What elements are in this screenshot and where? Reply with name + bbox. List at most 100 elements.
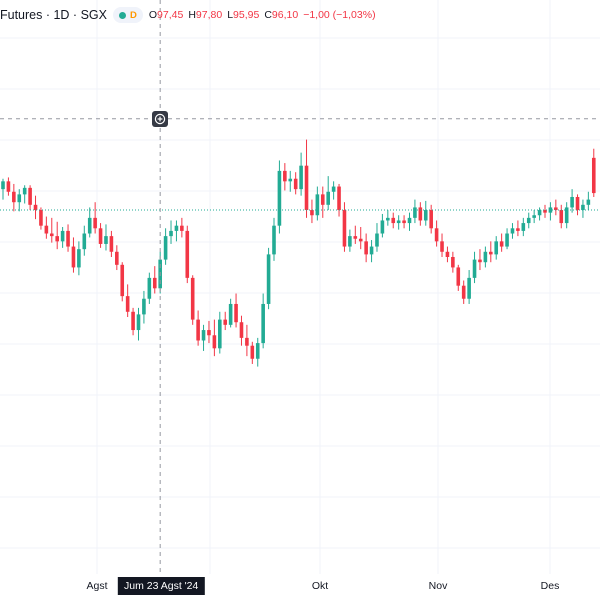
candle xyxy=(521,217,526,237)
crosshair-date-label: Jum 23 Agst '24 xyxy=(117,577,205,595)
candle-body xyxy=(261,303,265,344)
candle xyxy=(364,233,368,263)
candle xyxy=(125,284,130,318)
candle xyxy=(136,307,141,341)
candle-body xyxy=(483,251,488,263)
candle xyxy=(586,191,591,211)
candle xyxy=(396,215,401,230)
candlestick-chart[interactable] xyxy=(0,0,600,574)
candle-body xyxy=(315,194,320,216)
candle-body xyxy=(516,228,520,231)
candle xyxy=(407,212,412,231)
candle xyxy=(510,223,515,239)
candle-body xyxy=(369,246,374,255)
candle xyxy=(315,186,320,221)
symbol-title[interactable]: Futures · 1D · SGX xyxy=(0,8,107,22)
candle xyxy=(581,199,585,218)
candle xyxy=(402,215,406,229)
candle-body xyxy=(489,251,493,255)
candle xyxy=(223,311,228,331)
candle xyxy=(478,249,482,271)
candle-body xyxy=(87,217,92,234)
candle-body xyxy=(152,277,157,289)
candle-body xyxy=(245,337,249,346)
candle-body xyxy=(494,241,499,255)
candle-body xyxy=(451,256,455,268)
candle-body xyxy=(591,157,596,194)
market-open-dot-icon xyxy=(118,11,126,19)
candle-body xyxy=(22,187,27,195)
candle-body xyxy=(169,230,173,237)
candle-body xyxy=(559,210,564,224)
candle xyxy=(499,233,504,252)
candle xyxy=(369,240,374,263)
candle xyxy=(391,212,396,229)
candle xyxy=(277,160,282,234)
candle xyxy=(201,324,206,351)
candle xyxy=(283,163,287,191)
candle-body xyxy=(174,225,179,231)
candle xyxy=(304,139,309,218)
candle xyxy=(440,233,444,257)
candle xyxy=(434,220,439,247)
candle-body xyxy=(575,196,580,211)
candle-body xyxy=(570,196,574,208)
candle-body xyxy=(456,267,461,286)
candle xyxy=(1,178,5,200)
candle xyxy=(467,270,471,304)
crosshair-plus-button[interactable] xyxy=(152,110,169,127)
candle xyxy=(218,311,222,354)
candle-body xyxy=(429,210,433,229)
candle-body xyxy=(418,207,423,221)
candle-body xyxy=(212,335,217,349)
candle-body xyxy=(532,215,536,218)
candle xyxy=(272,217,276,261)
candle xyxy=(418,202,423,226)
candle xyxy=(250,341,255,364)
candle xyxy=(293,172,298,195)
candle-body xyxy=(60,230,65,242)
candle-body xyxy=(180,225,184,231)
candle xyxy=(6,177,11,196)
candle xyxy=(212,319,217,357)
candle-body xyxy=(255,343,260,359)
market-status-badge[interactable]: D xyxy=(112,7,143,23)
candle xyxy=(180,217,184,238)
candle xyxy=(22,185,27,204)
candle-body xyxy=(228,303,233,325)
ohlc-open: O97,45 xyxy=(148,9,184,21)
candle xyxy=(131,307,135,336)
candle xyxy=(358,226,363,250)
candle xyxy=(575,194,580,216)
candle-body xyxy=(120,264,125,297)
time-axis[interactable]: Agst Okt Nov Des Jum 23 Agst '24 xyxy=(0,574,600,600)
candle xyxy=(375,223,379,252)
candle-body xyxy=(104,236,108,244)
candle xyxy=(494,236,499,260)
candle-body xyxy=(12,191,16,203)
candle-body xyxy=(234,303,238,323)
candle xyxy=(60,226,65,248)
candle-body xyxy=(320,194,325,205)
ohlc-high: H97,80 xyxy=(188,9,223,21)
candle-body xyxy=(510,228,515,234)
candle xyxy=(548,202,553,221)
candle-body xyxy=(266,254,271,304)
candle xyxy=(461,280,466,304)
ohlc-values: O97,45 H97,80 L95,95 C96,10 −1,00 (−1,03… xyxy=(149,9,376,21)
candle-body xyxy=(82,233,87,250)
candle xyxy=(337,183,341,217)
candle-body xyxy=(478,259,482,263)
candle-body xyxy=(299,165,303,190)
candle-body xyxy=(288,178,293,182)
candle xyxy=(451,251,455,273)
candle-body xyxy=(521,223,526,231)
candle-body xyxy=(142,298,146,315)
candle xyxy=(255,337,260,367)
time-axis-tick: Nov xyxy=(428,580,448,592)
candle-body xyxy=(505,233,509,247)
candle xyxy=(299,152,303,196)
chart-legend: Futures · 1D · SGX D O97,45 H97,80 L95,9… xyxy=(0,6,376,24)
candle xyxy=(445,246,450,263)
